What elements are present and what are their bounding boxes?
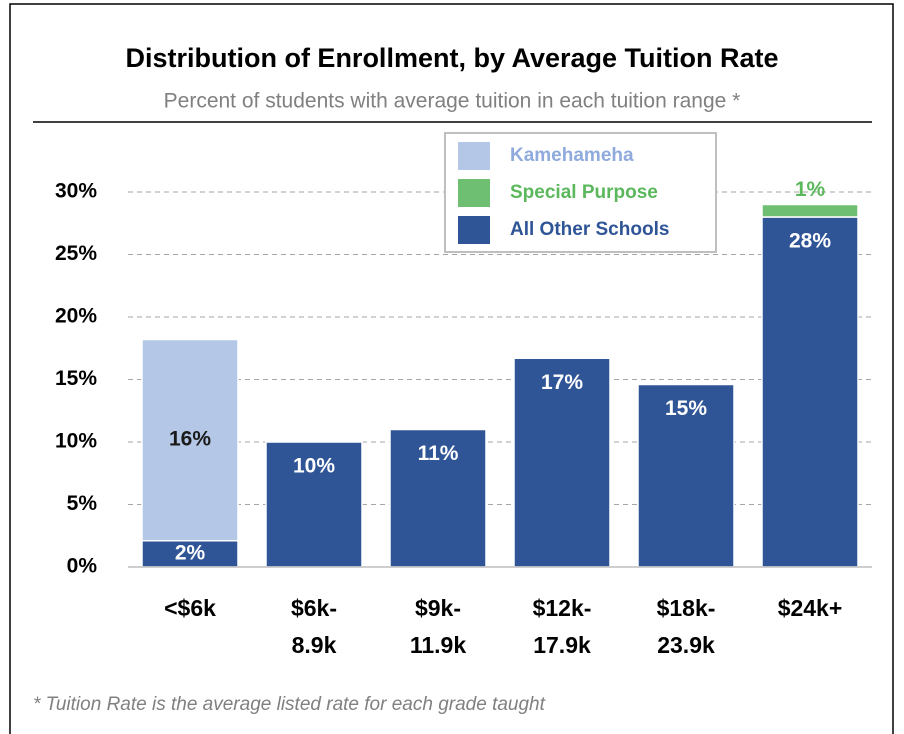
legend-swatch — [458, 216, 490, 244]
value-label: 10% — [293, 455, 335, 478]
bar-segment — [141, 338, 239, 542]
chart-title: Distribution of Enrollment, by Average T… — [125, 43, 778, 73]
y-tick-label: 30% — [55, 180, 97, 203]
value-label: 16% — [169, 428, 211, 451]
legend-swatch — [458, 142, 490, 170]
y-tick-label: 10% — [55, 430, 97, 453]
y-tick-label: 25% — [55, 242, 97, 265]
value-label: 11% — [418, 442, 459, 465]
y-tick-label: 20% — [55, 305, 97, 328]
x-tick-label: <$6k — [164, 595, 216, 621]
legend-box — [444, 132, 717, 253]
value-label: 17% — [541, 371, 583, 394]
legend-label: Kamehameha — [510, 145, 634, 166]
bar-segment — [761, 203, 859, 218]
x-tick-label: $24k+ — [778, 595, 843, 621]
x-tick-label: $12k- — [533, 595, 592, 621]
value-label: 15% — [665, 397, 707, 420]
legend-swatch — [458, 179, 490, 207]
bar-segment — [265, 441, 363, 568]
x-tick-label: 8.9k — [292, 632, 337, 658]
bar-segment — [761, 216, 859, 568]
y-tick-label: 5% — [67, 492, 98, 515]
y-tick-label: 0% — [67, 555, 98, 578]
bar-segment — [637, 383, 735, 568]
value-label: 1% — [795, 178, 826, 201]
x-tick-label: $6k- — [291, 595, 337, 621]
legend-label: Special Purpose — [510, 182, 658, 203]
x-tick-label: $9k- — [415, 595, 461, 621]
chart-subtitle: Percent of students with average tuition… — [164, 90, 741, 113]
x-tick-label: 11.9k — [410, 632, 466, 658]
value-label: 28% — [789, 230, 831, 253]
x-tick-label: $18k- — [657, 595, 716, 621]
value-label: 2% — [175, 541, 206, 564]
legend-label: All Other Schools — [510, 219, 669, 240]
bar-segment — [389, 428, 487, 568]
x-tick-label: 17.9k — [533, 632, 591, 658]
x-tick-label: 23.9k — [657, 632, 715, 658]
bar-segment — [513, 357, 611, 568]
footnote: * Tuition Rate is the average listed rat… — [33, 694, 546, 715]
y-tick-label: 15% — [55, 367, 97, 390]
